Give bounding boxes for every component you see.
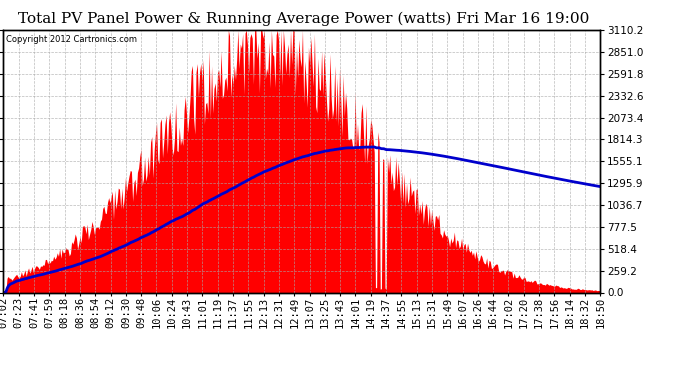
Text: Copyright 2012 Cartronics.com: Copyright 2012 Cartronics.com: [6, 35, 137, 44]
Text: Total PV Panel Power & Running Average Power (watts) Fri Mar 16 19:00: Total PV Panel Power & Running Average P…: [18, 11, 589, 26]
